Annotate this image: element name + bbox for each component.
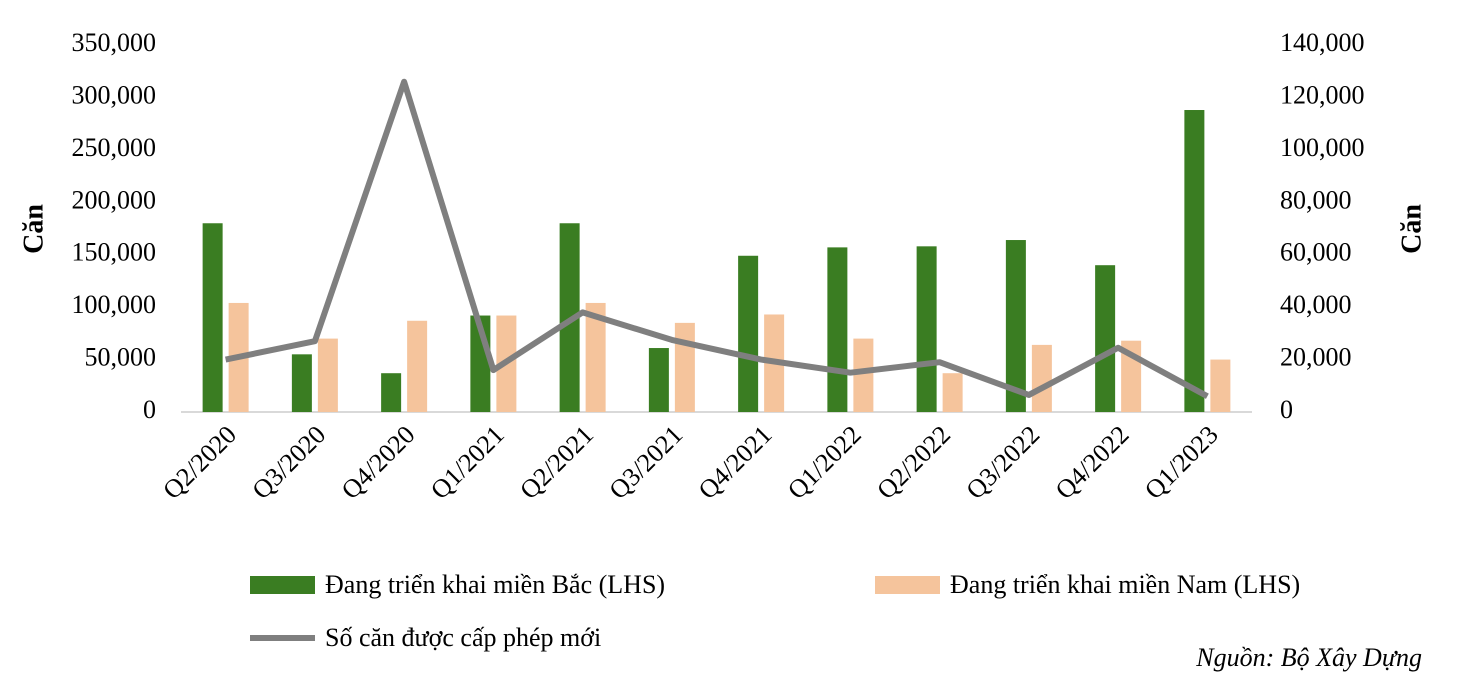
y2-tick-label: 20,000 [1280, 343, 1352, 372]
x-tick-label: Q2/2020 [157, 420, 242, 505]
y2-tick-label: 100,000 [1280, 133, 1365, 162]
y2-tick-label: 120,000 [1280, 80, 1365, 109]
y2-tick-label: 140,000 [1280, 28, 1365, 57]
bar [827, 247, 848, 412]
y2-tick-label: 40,000 [1280, 290, 1352, 319]
x-tick-label: Q3/2020 [246, 420, 331, 505]
bar [1184, 110, 1205, 413]
y-tick-label: 50,000 [85, 343, 157, 372]
y-tick-label: 150,000 [72, 238, 157, 267]
x-tick-label: Q4/2022 [1050, 420, 1135, 505]
bar [1005, 240, 1026, 412]
bar [853, 338, 874, 412]
bar [738, 255, 759, 412]
x-tick-label: Q3/2022 [960, 420, 1045, 505]
line [225, 78, 1209, 399]
bar [407, 320, 428, 412]
legend-swatch [250, 576, 315, 594]
y2-tick-label: 80,000 [1280, 185, 1352, 214]
y2-tick-label: 0 [1280, 395, 1293, 424]
x-tick-label: Q1/2023 [1139, 420, 1224, 505]
x-tick-label: Q2/2022 [871, 420, 956, 505]
bar [942, 373, 963, 412]
legend-swatch [875, 576, 940, 594]
bar [1031, 344, 1052, 412]
bar [291, 354, 312, 412]
x-tick-label: Q3/2021 [603, 420, 688, 505]
x-tick-label: Q1/2021 [425, 420, 510, 505]
y2-tick-label: 60,000 [1280, 238, 1352, 267]
bar [317, 338, 338, 412]
bar [202, 223, 223, 412]
bar [916, 246, 937, 412]
bar [1095, 265, 1116, 412]
legend-label: Số căn được cấp phép mới [325, 623, 601, 652]
bar [1210, 359, 1231, 412]
x-tick-label: Q1/2022 [782, 420, 867, 505]
legend-label: Đang triển khai miền Bắc (LHS) [325, 570, 665, 599]
x-tick-label: Q4/2020 [336, 420, 421, 505]
y-tick-label: 300,000 [72, 80, 157, 109]
y-tick-label: 350,000 [72, 28, 157, 57]
bar [585, 302, 606, 412]
y2-axis-title: Căn [1396, 204, 1427, 254]
bar [674, 322, 695, 412]
y-tick-label: 250,000 [72, 133, 157, 162]
bar [381, 373, 402, 412]
source: Nguồn: Bộ Xây Dựng [1195, 643, 1422, 672]
y-tick-label: 0 [143, 395, 156, 424]
x-tick-label: Q4/2021 [693, 420, 778, 505]
bar [648, 348, 669, 412]
y-axis-title: Căn [18, 204, 49, 254]
legend-label: Đang triển khai miền Nam (LHS) [950, 570, 1300, 599]
y-tick-label: 100,000 [72, 290, 157, 319]
x-tick-label: Q2/2021 [514, 420, 599, 505]
y-tick-label: 200,000 [72, 185, 157, 214]
